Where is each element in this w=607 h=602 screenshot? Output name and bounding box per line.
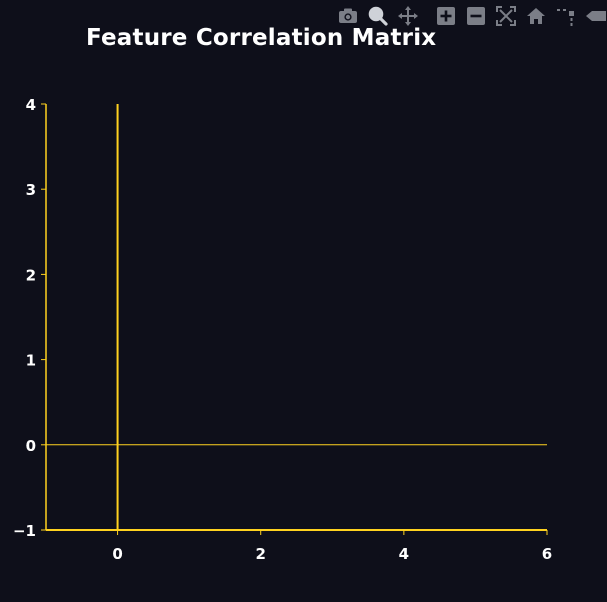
zoom-out-button[interactable] (465, 5, 487, 27)
zoom-in-icon (437, 7, 455, 25)
modebar (329, 4, 607, 28)
y-tick-label: 3 (26, 181, 36, 199)
x-tick-label: 4 (399, 545, 409, 563)
zero-lines (46, 104, 547, 530)
x-tick-label: 0 (112, 545, 122, 563)
autoscale-button[interactable] (495, 5, 517, 27)
pan-button[interactable] (397, 5, 419, 27)
x-tick-label: 6 (542, 545, 552, 563)
y-axis-ticks: −1 0 1 2 3 4 (13, 96, 46, 540)
y-tick-label: 1 (26, 352, 36, 370)
zoom-icon (368, 6, 388, 26)
y-tick-label: 2 (26, 266, 36, 284)
zoom-button[interactable] (367, 5, 389, 27)
camera-button[interactable] (337, 5, 359, 27)
home-icon (527, 8, 545, 24)
hover-closest-icon (586, 11, 606, 21)
x-tick-label: 2 (255, 545, 265, 563)
y-tick-label: 0 (26, 437, 36, 455)
zoom-out-icon (467, 7, 485, 25)
pan-icon (398, 6, 418, 26)
hover-closest-button[interactable] (585, 5, 607, 27)
zoom-in-button[interactable] (435, 5, 457, 27)
axes (45, 104, 547, 531)
spike-lines-button[interactable] (555, 5, 577, 27)
autoscale-icon (496, 6, 516, 26)
y-tick-label: 4 (26, 96, 36, 114)
spike-lines-icon (557, 9, 574, 26)
camera-icon (339, 8, 357, 23)
x-axis-ticks: 0 2 4 6 (112, 530, 552, 563)
y-tick-label: −1 (13, 522, 36, 540)
chart-title: Feature Correlation Matrix (86, 25, 437, 51)
reset-axes-button[interactable] (525, 5, 547, 27)
